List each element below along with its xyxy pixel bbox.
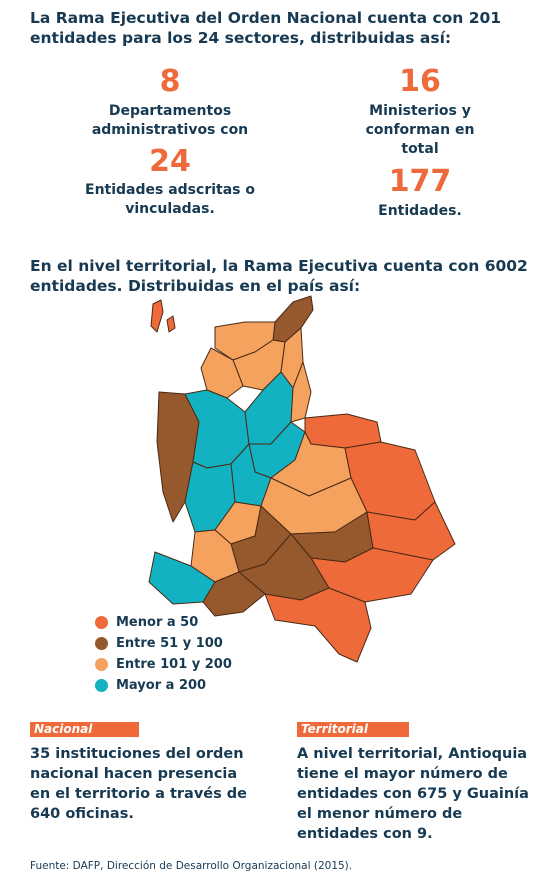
- legend-label: Menor a 50: [116, 615, 199, 630]
- stat-label-entidades-adscritas: Entidades adscritas o vinculadas.: [85, 182, 255, 217]
- territorial-text: A nivel territorial, Antioquia tiene el …: [297, 746, 529, 842]
- nacional-text: 35 instituciones del orden nacional hace…: [30, 746, 247, 822]
- map-legend: Menor a 50 Entre 51 y 100 Entre 101 y 20…: [95, 612, 232, 696]
- nacional-tag: Nacional: [30, 722, 139, 737]
- legend-item: Entre 101 y 200: [95, 654, 232, 675]
- legend-label: Entre 101 y 200: [116, 657, 232, 672]
- intro-text: La Rama Ejecutiva del Orden Nacional cue…: [30, 9, 502, 47]
- colombia-map: [148, 295, 456, 663]
- stat-number-departamentos: 8: [159, 64, 181, 99]
- map-region-norte-santander: [290, 361, 312, 423]
- legend-dot-mayor-200: [95, 679, 108, 692]
- legend-dot-101-200: [95, 658, 108, 671]
- stat-label-ministerios: Ministerios y conforman en total: [365, 103, 475, 157]
- legend-label: Entre 51 y 100: [116, 636, 223, 651]
- territorial-tag: Territorial: [297, 722, 409, 737]
- legend-dot-51-100: [95, 637, 108, 650]
- map-region-providencia: [166, 315, 176, 333]
- source-note: Fuente: DAFP, Dirección de Desarrollo Or…: [30, 860, 353, 872]
- stat-number-entidades-adscritas: 24: [149, 144, 191, 179]
- legend-label: Mayor a 200: [116, 678, 207, 693]
- map-region-arauca: [304, 413, 382, 449]
- territorial-intro-text: En el nivel territorial, la Rama Ejecuti…: [30, 257, 528, 295]
- legend-item: Mayor a 200: [95, 675, 232, 696]
- stat-number-total-entidades: 177: [388, 164, 452, 199]
- stat-label-total-entidades: Entidades.: [378, 203, 462, 219]
- legend-item: Entre 51 y 100: [95, 633, 232, 654]
- map-region-san-andres: [150, 299, 164, 333]
- legend-item: Menor a 50: [95, 612, 232, 633]
- stat-number-ministerios: 16: [399, 64, 441, 99]
- stat-label-departamentos: Departamentos administrativos con: [91, 103, 249, 138]
- legend-dot-menor-50: [95, 616, 108, 629]
- map-region-amazonas: [264, 587, 372, 663]
